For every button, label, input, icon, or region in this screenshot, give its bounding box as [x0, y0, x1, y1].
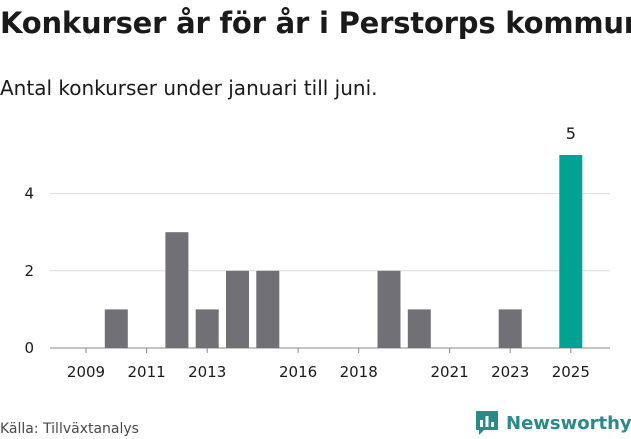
bar-2014 — [226, 270, 249, 348]
x-tick-label: 2013 — [188, 363, 226, 381]
y-tick-label: 4 — [24, 185, 34, 203]
x-tick-label: 2018 — [340, 363, 378, 381]
x-tick-label: 2009 — [67, 363, 105, 381]
newsworthy-logo-icon — [476, 411, 498, 435]
brand-logo[interactable]: Newsworthy — [475, 409, 631, 437]
x-tick-label: 2011 — [128, 363, 166, 381]
bar-2010 — [104, 309, 128, 348]
bar-2019 — [377, 270, 401, 348]
bar-chart: 0 2 4 2009 2011 2013 2016 2018 2021 2023 2025 5 — [24, 124, 610, 381]
chart-title: Konkurser år för år i Perstorps kommun — [0, 6, 631, 40]
bar-2020 — [407, 309, 431, 348]
x-tick-label: 2016 — [279, 363, 317, 381]
y-tick-label: 0 — [24, 339, 34, 357]
x-tick-label: 2021 — [431, 363, 469, 381]
x-tick-label: 2023 — [491, 363, 529, 381]
bar-2013 — [195, 309, 219, 348]
bar-2023 — [498, 309, 522, 348]
chart-subtitle: Antal konkurser under januari till juni. — [0, 76, 378, 100]
y-tick-label: 2 — [24, 262, 34, 280]
source-note: Källa: Tillväxtanalys — [0, 421, 139, 437]
bar-2025 — [559, 155, 583, 348]
bar-2012 — [165, 232, 189, 348]
brand-name: Newsworthy — [506, 412, 631, 434]
data-label-2025: 5 — [566, 124, 576, 143]
bar-2015 — [256, 270, 280, 348]
x-tick-label: 2025 — [552, 363, 590, 381]
